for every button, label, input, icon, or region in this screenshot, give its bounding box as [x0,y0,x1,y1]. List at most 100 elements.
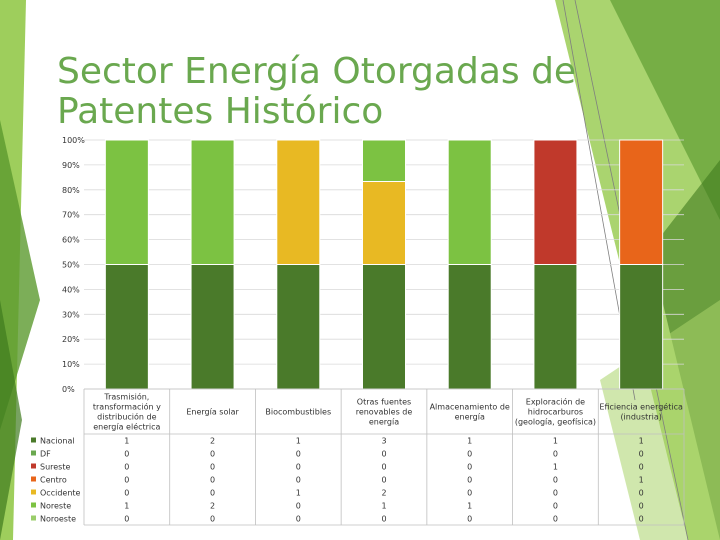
table-cell-value: 0 [467,476,472,485]
table-cell-value: 0 [124,450,129,459]
series-name: Noroeste [40,515,76,524]
series-name: Nacional [40,437,75,446]
category-label: Almacenamiento de energía [430,403,510,422]
table-cell-value: 1 [124,502,129,511]
table-cell-value: 0 [296,502,301,511]
title-line-1: Sector Energía Otorgadas de [57,51,577,92]
bar-segment [362,264,406,390]
legend-key [31,502,36,508]
slide-title: Sector Energía Otorgadas de Patentes His… [57,52,617,132]
bar-segment [276,139,321,265]
bar-segment [104,264,149,390]
category-label: Otras fuentes renovables de energía [356,398,413,427]
table-cell-value: 1 [296,489,301,498]
table-cell-value: 0 [467,463,472,472]
table-cell-value: 0 [210,463,215,472]
y-tick-label: 20% [62,335,80,344]
bar-segment [362,181,406,265]
table-cell-value: 0 [467,489,472,498]
y-tick-label: 70% [62,211,80,220]
bar-segment [190,139,235,265]
category-label: Energía solar [186,408,239,417]
bar-segment [619,139,664,265]
right-accent-2 [610,0,720,220]
table-cell-value: 1 [639,437,644,446]
table-cell-value: 1 [639,476,644,485]
table-cell-value: 0 [296,450,301,459]
table-cell-value: 1 [124,437,129,446]
table-cell-value: 0 [124,463,129,472]
y-tick-label: 50% [62,261,80,270]
table-cell-value: 0 [467,450,472,459]
category-label: Trasmisión, transformación y distribución … [93,392,161,432]
table-cell-value: 0 [124,515,129,524]
y-tick-label: 100% [62,136,85,145]
table-cell-value: 3 [381,437,386,446]
y-tick-label: 80% [62,186,80,195]
table-cell-value: 1 [381,502,386,511]
category-label: Biocombustibles [265,408,331,417]
table-cell-value: 0 [553,476,558,485]
bar-segment [276,264,321,390]
left-accent-triangle-3 [0,300,22,540]
series-name: Occidente [40,489,81,498]
table-cell-value: 2 [210,437,215,446]
y-tick-label: 90% [62,161,80,170]
table-cell-value: 0 [381,515,386,524]
table-cell-value: 1 [467,437,472,446]
table-cell-value: 0 [296,476,301,485]
bar-segment [190,264,235,390]
legend-key [31,515,36,521]
table-cell-value: 0 [124,476,129,485]
category-label: Exploración de hidrocarburos (geología, ge… [515,397,596,427]
y-tick-label: 10% [62,360,80,369]
table-cell-value: 0 [639,463,644,472]
category-label: Eficiencia energética (industria) [599,402,683,422]
table-cell-value: 1 [553,437,558,446]
table-cell-value: 0 [553,502,558,511]
table-cell-value: 0 [124,489,129,498]
y-tick-label: 30% [62,310,80,319]
legend-key [31,450,36,456]
legend-key [31,463,36,469]
table-cell-value: 0 [553,515,558,524]
table-cell-value: 0 [210,515,215,524]
table-cell-value: 0 [639,515,644,524]
table-cell-value: 0 [381,463,386,472]
title-line-2: Patentes Histórico [57,91,384,132]
y-tick-label: 0% [62,385,75,394]
series-name: Noreste [40,502,71,511]
bar-segment [447,139,492,265]
table-cell-value: 0 [210,489,215,498]
table-cell-value: 0 [553,450,558,459]
table-cell-value: 0 [296,515,301,524]
table-cell-value: 1 [296,437,301,446]
table-cell-value: 0 [296,463,301,472]
left-accent-triangle-2 [0,120,40,430]
table-cell-value: 0 [639,489,644,498]
series-name: DF [40,450,51,459]
table-cell-value: 2 [381,489,386,498]
bar-segment [533,139,578,265]
table-cell-value: 0 [381,450,386,459]
table-cell-value: 1 [467,502,472,511]
series-name: Centro [40,476,67,485]
bar-segment [362,139,406,182]
table-cell-value: 0 [381,476,386,485]
bar-segment [533,264,578,390]
table-cell-value: 0 [639,450,644,459]
bar-segment [619,264,664,390]
table-cell-value: 0 [553,489,558,498]
legend-key [31,476,36,482]
series-name: Sureste [40,463,70,472]
legend-key [31,489,36,495]
bar-segment [447,264,492,390]
y-tick-label: 40% [62,285,80,294]
bar-segment [104,139,149,265]
y-tick-label: 60% [62,236,80,245]
legend-key [31,437,36,443]
table-cell-value: 0 [210,476,215,485]
table-cell-value: 1 [553,463,558,472]
